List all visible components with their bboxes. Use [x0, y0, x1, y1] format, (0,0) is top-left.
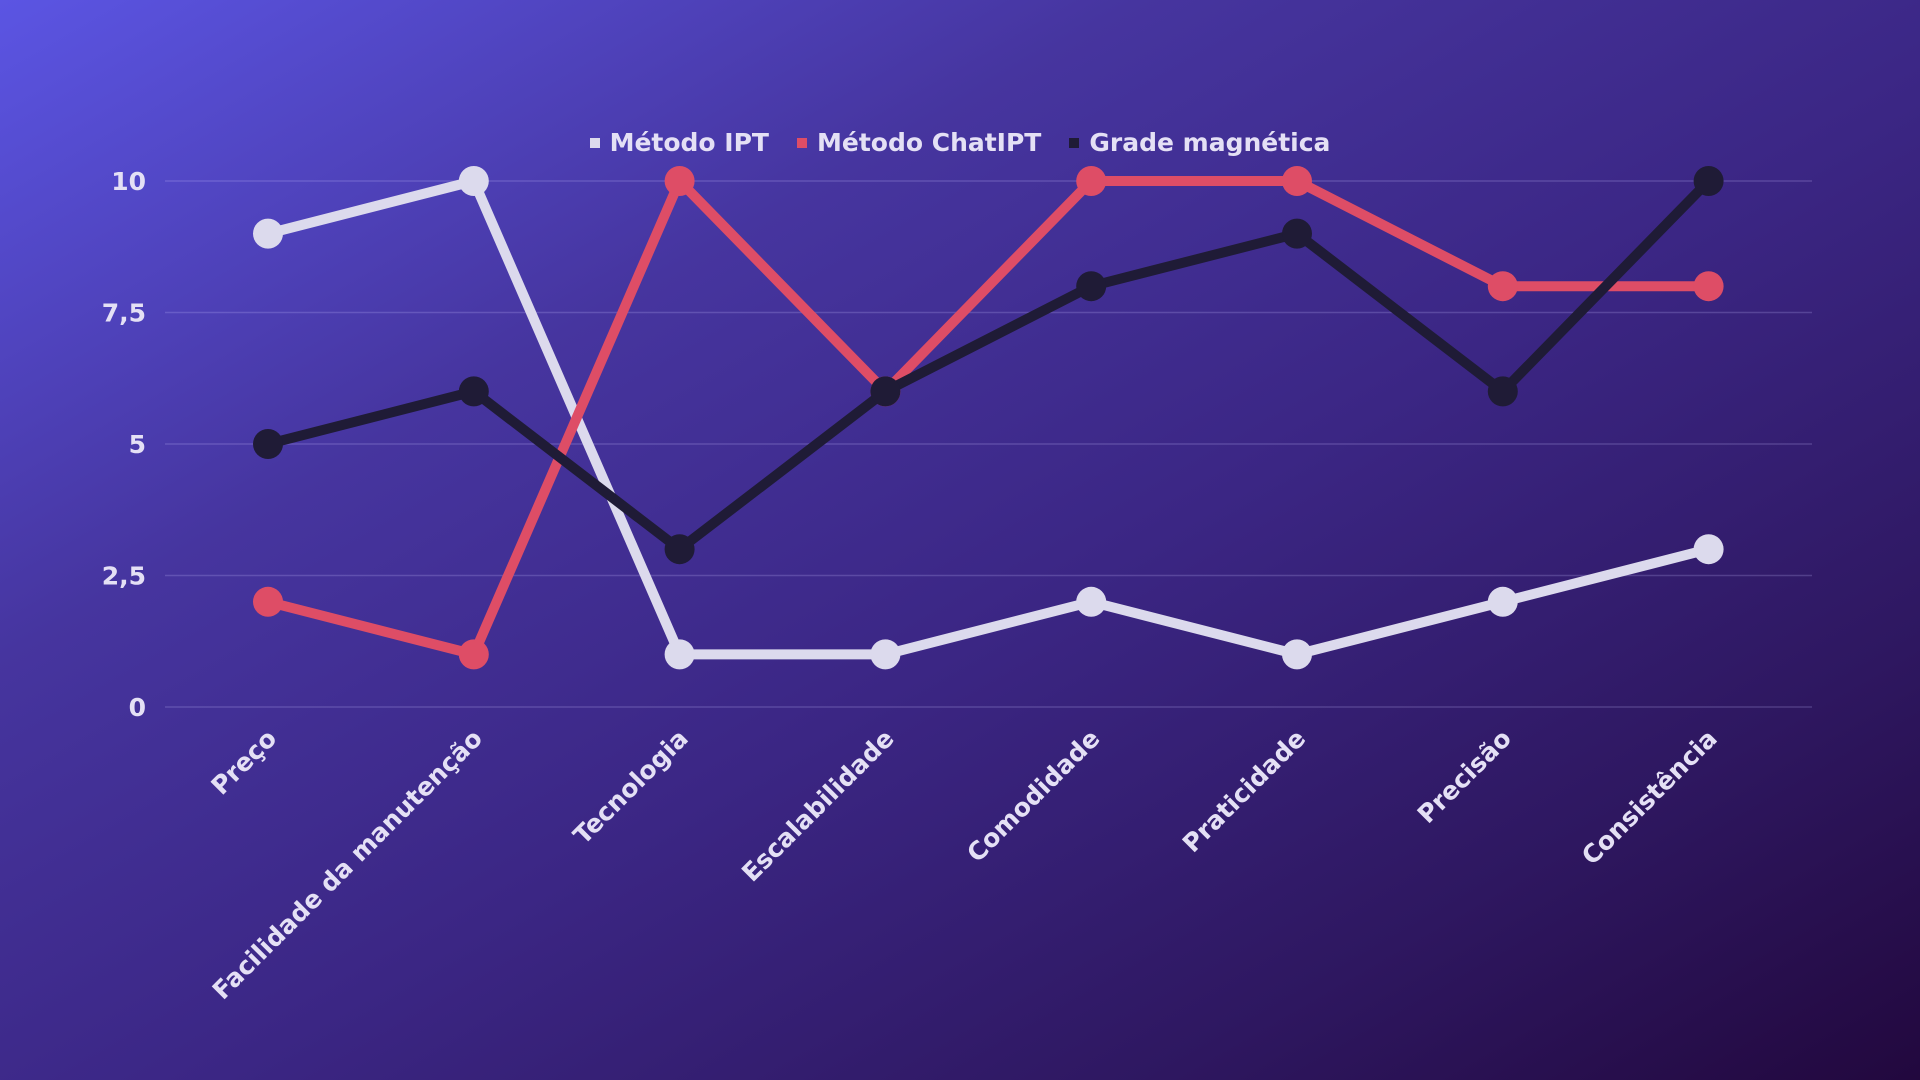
series-line-1	[263, 176, 1714, 660]
y-tick-label: 0	[129, 693, 146, 722]
legend-swatch-metodo-chatipt	[796, 137, 807, 148]
x-tick-label: Precisão	[1412, 724, 1517, 829]
chart-legend: Método IPT Método ChatIPT Grade magnétic…	[0, 128, 1920, 157]
data-point	[1282, 218, 1312, 249]
y-tick-label: 5	[129, 430, 146, 459]
legend-item-grade-magnetica: Grade magnética	[1069, 128, 1330, 157]
data-point	[1693, 166, 1724, 196]
x-tick-label: Comodidade	[961, 724, 1105, 868]
x-tick-label: Preço	[205, 724, 282, 801]
data-point	[870, 376, 901, 407]
data-point	[1282, 639, 1312, 670]
data-point	[253, 586, 283, 617]
data-point	[664, 639, 695, 670]
data-point	[1487, 271, 1518, 302]
legend-swatch-grade-magnetica	[1069, 137, 1080, 148]
y-tick-label: 2,5	[102, 562, 146, 591]
legend-label-grade-magnetica: Grade magnética	[1089, 128, 1331, 157]
data-point	[253, 429, 283, 459]
data-point	[253, 218, 283, 249]
x-tick-label: Escalabilidade	[736, 724, 900, 888]
x-tick-label: Praticidade	[1177, 724, 1311, 858]
data-point	[1282, 166, 1312, 196]
legend-label-metodo-chatipt: Método ChatIPT	[816, 128, 1042, 157]
data-point	[458, 166, 489, 196]
legend-item-metodo-ipt: Método IPT	[589, 128, 769, 157]
data-point	[1487, 586, 1518, 617]
data-point	[1693, 271, 1724, 302]
y-tick-label: 7,5	[102, 299, 146, 328]
data-point	[1487, 376, 1518, 407]
series-line-2	[263, 176, 1714, 555]
data-point	[1076, 586, 1107, 617]
x-tick-label: Tecnologia	[568, 724, 694, 850]
series-line-0	[263, 176, 1714, 660]
y-tick-label: 10	[111, 167, 146, 196]
x-tick-label: Consistência	[1576, 724, 1723, 871]
data-point	[664, 166, 695, 196]
data-point	[1076, 271, 1107, 302]
data-point	[1693, 534, 1724, 565]
data-point	[664, 534, 695, 565]
data-point	[458, 376, 489, 407]
data-point	[458, 639, 489, 670]
data-point	[1076, 166, 1107, 196]
legend-item-metodo-chatipt: Método ChatIPT	[796, 128, 1042, 157]
legend-label-metodo-ipt: Método IPT	[609, 128, 769, 157]
legend-swatch-metodo-ipt	[589, 137, 600, 148]
data-point	[870, 639, 901, 670]
